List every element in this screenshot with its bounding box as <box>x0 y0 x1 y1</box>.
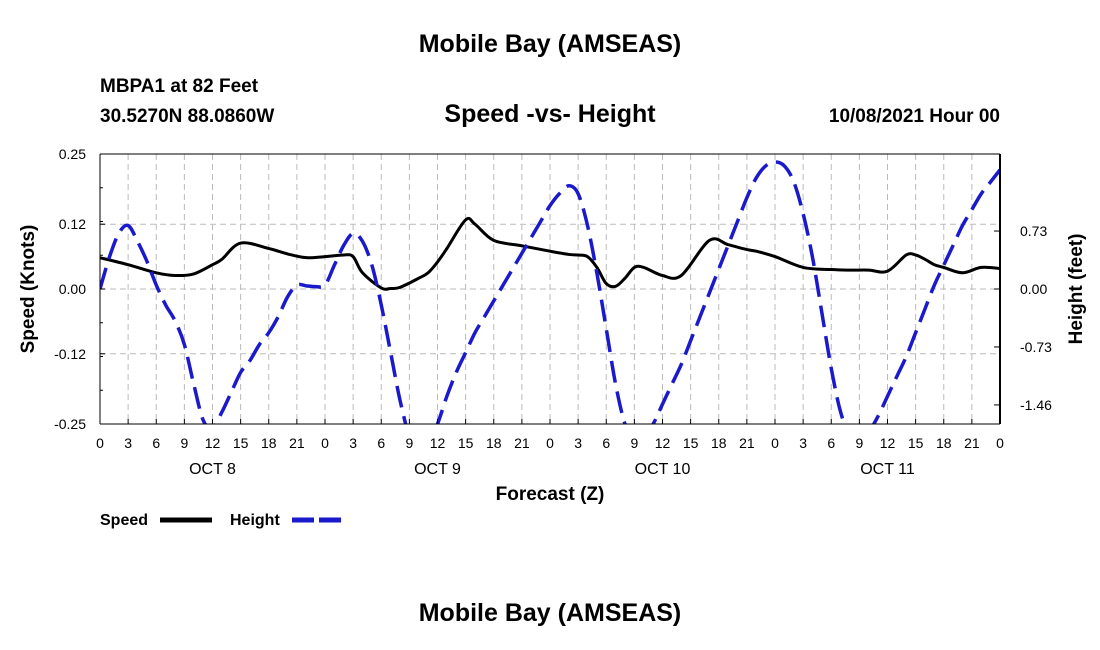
x-tick-label: 12 <box>880 435 896 451</box>
x-tick-label: 15 <box>683 435 699 451</box>
chart-title: Mobile Bay (AMSEAS) <box>418 30 682 58</box>
x-tick-label: 18 <box>261 435 277 451</box>
x-tick-label: 12 <box>205 435 221 451</box>
x-tick-label: 21 <box>289 435 305 451</box>
axes <box>99 153 1001 425</box>
footer-title: Mobile Bay (AMSEAS) <box>418 599 682 627</box>
forecast-datetime: 10/08/2021 Hour 00 <box>828 106 1000 127</box>
x-tick-label: 12 <box>430 435 446 451</box>
x-tick-label: 6 <box>827 435 835 451</box>
speed-series-line <box>100 216 1000 291</box>
x-tick-label: 3 <box>349 435 357 451</box>
y-left-tick-label: -0.25 <box>54 416 86 432</box>
day-label: OCT 10 <box>635 461 691 478</box>
day-label: OCT 9 <box>414 461 461 478</box>
coordinates-label: 30.5270N 88.0860W <box>100 106 275 127</box>
x-tick-label: 21 <box>739 435 755 451</box>
x-tick-label: 9 <box>405 435 413 451</box>
legend-label-height: Height <box>230 512 280 529</box>
day-label: OCT 8 <box>189 461 236 478</box>
x-tick-label: 0 <box>771 435 779 451</box>
series-layer <box>100 160 1000 424</box>
x-tick-label: 15 <box>908 435 924 451</box>
x-tick-label: 18 <box>936 435 952 451</box>
y-left-tick-label: 0.00 <box>59 281 86 297</box>
x-tick-label: 15 <box>233 435 249 451</box>
station-label: MBPA1 at 82 Feet <box>100 76 259 97</box>
legend-label-speed: Speed <box>100 512 148 529</box>
x-tick-label: 3 <box>799 435 807 451</box>
x-tick-label: 3 <box>124 435 132 451</box>
y-left-tick-label: 0.12 <box>59 216 86 232</box>
x-tick-label: 0 <box>96 435 104 451</box>
axis-labels: 0 3 6 9 12 15 18 21 0 3 6 9 12 15 18 21 0 3 6 9 12 15 18 21 0 3 6 9… <box>18 146 1087 505</box>
y-right-tick-label: -1.46 <box>1020 397 1052 413</box>
x-axis-title: Forecast (Z) <box>496 484 605 505</box>
chart-subtitle: Speed -vs- Height <box>444 100 656 128</box>
legend: Speed Height <box>100 512 343 529</box>
y-right-tick-label: 0.00 <box>1020 281 1047 297</box>
x-tick-label: 15 <box>458 435 474 451</box>
x-tick-label: 18 <box>486 435 502 451</box>
day-label: OCT 11 <box>860 461 915 478</box>
y-left-tick-label: -0.12 <box>54 346 86 362</box>
x-tick-label: 9 <box>855 435 863 451</box>
y-right-tick-label: -0.73 <box>1020 339 1052 355</box>
y-left-axis-title: Speed (Knots) <box>18 225 39 354</box>
x-tick-label: 6 <box>602 435 610 451</box>
x-tick-label: 0 <box>996 435 1004 451</box>
x-tick-label: 12 <box>655 435 671 451</box>
x-tick-label: 3 <box>574 435 582 451</box>
x-tick-label: 6 <box>152 435 160 451</box>
x-tick-label: 9 <box>630 435 638 451</box>
x-tick-label: 18 <box>711 435 727 451</box>
x-tick-label: 0 <box>546 435 554 451</box>
x-tick-label: 6 <box>377 435 385 451</box>
height-series-line <box>100 160 1000 424</box>
y-right-tick-label: 0.73 <box>1020 223 1047 239</box>
y-left-tick-label: 0.25 <box>59 146 86 162</box>
x-tick-label: 9 <box>180 435 188 451</box>
y-right-axis-title: Height (feet) <box>1066 234 1087 345</box>
x-tick-label: 21 <box>514 435 530 451</box>
x-tick-label: 21 <box>964 435 980 451</box>
x-tick-label: 0 <box>321 435 329 451</box>
